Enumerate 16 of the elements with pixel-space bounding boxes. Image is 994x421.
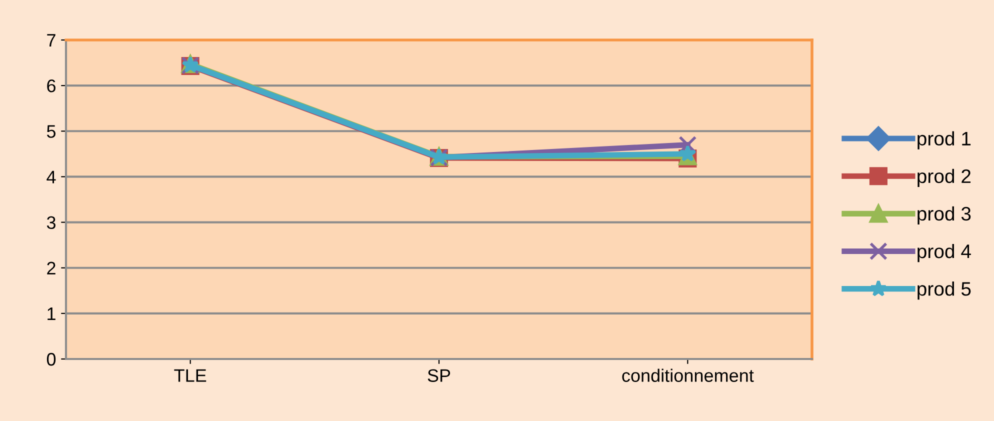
legend-label: prod 5	[918, 282, 971, 300]
y-tick-label: 0	[46, 352, 56, 366]
y-tick-label: 4	[46, 170, 56, 184]
x-tick-label: TLE	[174, 369, 206, 382]
x-tick-label: conditionnement	[622, 368, 754, 382]
legend-label: prod 1	[918, 131, 971, 150]
y-tick-label: 7	[47, 34, 56, 47]
y-tick-label: 1	[48, 308, 56, 320]
legend-label: prod 3	[918, 206, 971, 225]
y-tick-label: 3	[46, 216, 56, 230]
y-tick-label: 6	[47, 80, 56, 92]
legend-label: prod 4	[918, 244, 971, 262]
legend-label: prod 2	[918, 168, 971, 187]
y-tick-label: 2	[47, 262, 56, 274]
y-tick-label: 5	[46, 125, 56, 138]
x-tick-label: SP	[428, 369, 450, 382]
